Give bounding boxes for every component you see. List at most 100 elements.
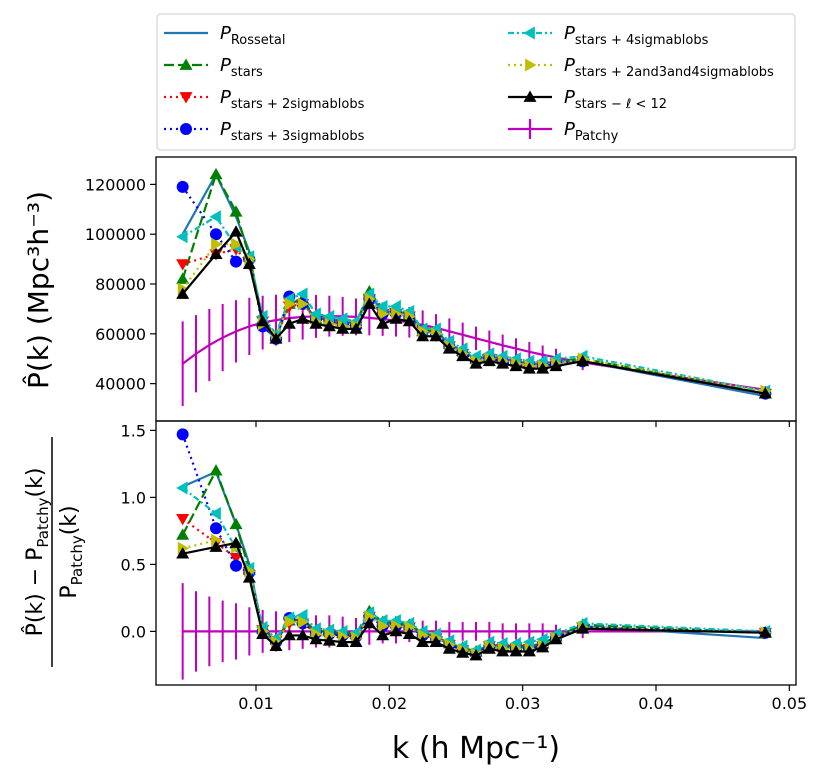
top-data-point — [758, 387, 772, 399]
svg-text:PPatchy(k): PPatchy(k) — [57, 505, 86, 598]
bottom-data-point — [576, 622, 590, 634]
bottom-ylabel-denominator: P — [57, 585, 82, 598]
top-data-point — [229, 205, 243, 217]
top-data-point — [482, 354, 496, 367]
top-data-point — [176, 230, 188, 244]
bottom-data-point — [210, 522, 222, 535]
top-data-point — [336, 312, 348, 326]
top-data-point — [211, 237, 223, 251]
top-data-point — [509, 359, 523, 372]
top-panel: 40000 60000 80000 100000 120000 — [85, 156, 797, 427]
bottom-ytick-label: 0.0 — [121, 622, 146, 641]
bottom-data-point — [211, 533, 223, 547]
bottom-data-point — [522, 644, 536, 657]
bottom-data-point — [176, 481, 188, 495]
top-data-point — [416, 329, 430, 342]
legend-item: PPatchy — [508, 119, 619, 144]
bottom-data-point — [442, 642, 456, 654]
bottom-data-point — [322, 634, 336, 646]
bottom-data-point — [482, 642, 496, 654]
top-series-line — [181, 230, 766, 395]
top-data-point — [336, 322, 350, 334]
legend-label: PPatchy — [564, 119, 619, 144]
bottom-data-point — [549, 632, 563, 645]
top-ytick-label: 40000 — [95, 375, 146, 394]
bottom-data-point — [230, 559, 242, 572]
bottom-data-point — [269, 639, 283, 652]
bottom-data-point — [176, 528, 190, 540]
top-data-point — [389, 299, 401, 313]
top-data-point — [456, 349, 470, 362]
bottom-data-point — [209, 540, 223, 552]
legend-item: Pstars + 2and3and4sigmablobs — [508, 55, 774, 80]
top-data-point — [209, 247, 223, 260]
bottom-data-point — [242, 571, 256, 583]
top-data-point — [429, 329, 443, 342]
xtick-label: 0.03 — [505, 694, 541, 713]
bottom-ylabel-numerator: P̂(k) − P — [22, 548, 48, 637]
bottom-data-point — [362, 616, 376, 629]
top-data-point — [309, 317, 323, 329]
top-data-point — [377, 307, 390, 321]
top-data-point — [376, 317, 390, 329]
bottom-series-line — [182, 470, 766, 654]
bottom-data-point — [284, 615, 296, 629]
bottom-data-point — [469, 649, 483, 661]
bottom-data-point — [229, 517, 243, 530]
top-data-point — [209, 167, 223, 180]
top-data-point — [469, 357, 483, 369]
bottom-plot-area — [176, 428, 772, 680]
legend-marker — [179, 92, 193, 104]
bottom-ylabel-den-subscript: Patchy — [68, 535, 86, 585]
legend-marker — [525, 58, 537, 72]
bottom-data-point — [522, 635, 535, 649]
top-data-point — [522, 362, 536, 374]
bottom-data-point — [496, 644, 510, 657]
bottom-data-point — [509, 644, 523, 657]
legend-label: Pstars + 2sigmablobs — [220, 87, 365, 112]
top-data-point — [176, 180, 189, 193]
x-axis-label: k (h Mpc⁻¹) — [392, 731, 560, 766]
top-ylabel: P̂(k) (Mpc³h⁻³) — [22, 191, 55, 389]
legend-label: Pstars + 3sigmablobs — [220, 119, 365, 144]
bottom-data-point — [176, 547, 190, 559]
legend-box — [156, 13, 796, 151]
top-data-point — [349, 322, 363, 334]
top-data-point — [230, 255, 242, 268]
bottom-data-point — [176, 513, 190, 526]
bottom-data-point — [456, 646, 470, 658]
legend-item: PRossetal — [164, 23, 285, 48]
top-data-point — [322, 319, 336, 332]
bottom-ylabel: P̂(k) − P Patchy(k) PPatchy(k) — [22, 437, 86, 667]
xtick-label: 0.04 — [638, 694, 674, 713]
top-data-point — [229, 225, 243, 237]
top-data-point — [296, 312, 310, 324]
legend-item: Pstars + 3sigmablobs — [164, 119, 365, 144]
top-ytick-label: 100000 — [85, 225, 146, 244]
bottom-data-point — [417, 628, 430, 642]
top-data-point — [269, 332, 283, 344]
top-data-point — [549, 359, 563, 372]
bottom-data-point — [389, 624, 403, 637]
bottom-series-line — [181, 487, 766, 652]
legend: PRossetal Pstars Pstars + 2sigmablobs Pstar… — [164, 23, 774, 144]
top-data-point — [210, 228, 222, 241]
bottom-ylabel-den-arg: (k) — [57, 505, 82, 535]
legend-label: Pstars — [220, 55, 263, 80]
legend-marker — [179, 58, 193, 70]
legend-item: Pstars — [164, 55, 263, 80]
top-data-point — [536, 362, 550, 374]
top-data-point — [176, 272, 190, 284]
legend-marker — [523, 26, 535, 40]
top-data-point — [284, 297, 296, 311]
top-data-point — [256, 314, 270, 327]
bottom-series-line — [181, 469, 766, 653]
legend-item: Pstars + 2sigmablobs — [164, 87, 365, 112]
top-data-point — [442, 342, 456, 354]
bottom-axes-frame — [155, 420, 797, 686]
bottom-data-point — [429, 635, 443, 647]
top-data-point — [402, 314, 416, 327]
bottom-data-point — [536, 632, 548, 646]
xtick-label: 0.01 — [238, 694, 274, 713]
